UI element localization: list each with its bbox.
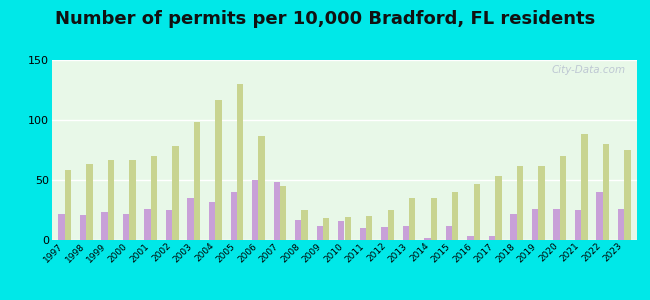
Bar [259, 136, 265, 240]
Bar [252, 180, 259, 240]
Bar [366, 216, 372, 240]
Bar [510, 214, 517, 240]
Bar [489, 236, 495, 240]
Bar [402, 226, 409, 240]
Bar [474, 184, 480, 240]
Bar [108, 160, 114, 240]
Bar [65, 170, 72, 240]
Bar [603, 144, 609, 240]
Bar [446, 226, 452, 240]
Bar [274, 182, 280, 240]
Bar [381, 227, 387, 240]
Bar [194, 122, 200, 240]
Bar [560, 156, 566, 240]
Bar [618, 209, 624, 240]
Bar [467, 236, 474, 240]
Bar [452, 192, 458, 240]
Bar [338, 221, 344, 240]
Bar [187, 198, 194, 240]
Bar [424, 238, 430, 240]
Bar [495, 176, 502, 240]
Bar [280, 186, 287, 240]
Bar [317, 226, 323, 240]
Bar [58, 214, 65, 240]
Bar [575, 210, 581, 240]
Bar [80, 215, 86, 240]
Bar [517, 166, 523, 240]
Bar [344, 217, 351, 240]
Bar [172, 146, 179, 240]
Bar [295, 220, 302, 240]
Bar [323, 218, 330, 240]
Bar [86, 164, 93, 240]
Bar [409, 198, 415, 240]
Bar [123, 214, 129, 240]
Bar [129, 160, 136, 240]
Bar [302, 210, 308, 240]
Bar [209, 202, 215, 240]
Bar [144, 209, 151, 240]
Bar [387, 210, 394, 240]
Bar [532, 209, 538, 240]
Bar [101, 212, 108, 240]
Text: City-Data.com: City-Data.com [551, 65, 625, 75]
Bar [553, 209, 560, 240]
Bar [231, 192, 237, 240]
Bar [166, 210, 172, 240]
Bar [237, 84, 243, 240]
Bar [581, 134, 588, 240]
Bar [538, 166, 545, 240]
Bar [430, 198, 437, 240]
Text: Number of permits per 10,000 Bradford, FL residents: Number of permits per 10,000 Bradford, F… [55, 11, 595, 28]
Bar [215, 100, 222, 240]
Bar [596, 192, 603, 240]
Bar [151, 156, 157, 240]
Bar [359, 228, 366, 240]
Bar [624, 150, 630, 240]
